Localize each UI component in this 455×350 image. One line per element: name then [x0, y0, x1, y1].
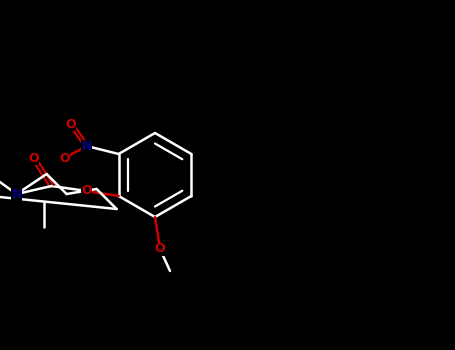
Text: O: O — [28, 152, 39, 164]
Text: O: O — [81, 184, 92, 197]
Text: O: O — [59, 152, 70, 164]
Text: N: N — [11, 188, 22, 201]
Text: O: O — [66, 118, 76, 131]
Text: O: O — [155, 243, 165, 256]
Text: N: N — [81, 140, 92, 153]
